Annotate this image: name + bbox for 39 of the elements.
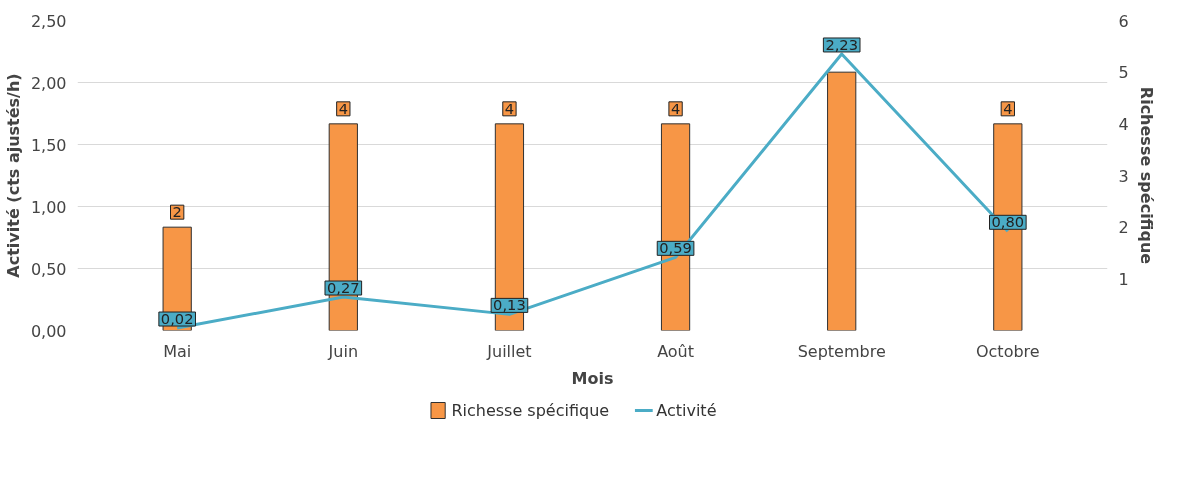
y-axis-title: Activité (cts ajustés/h) [3,73,23,278]
data-label: 0,27 [326,279,360,297]
data-label: 2 [172,203,182,221]
legend-label: Richesse spécifique [451,401,610,420]
bar [494,123,525,331]
bar [827,71,857,331]
y-tick-label: 1,00 [30,197,67,217]
x-tick-label: Juillet [486,341,532,361]
y2-tick-label: 4 [1118,114,1129,134]
data-label: 0,02 [160,310,194,328]
y2-axis-title: Richesse spécifique [1136,86,1156,265]
data-label: 4 [338,99,348,117]
x-tick-label: Juin [327,341,359,361]
bar [993,123,1023,331]
y-tick-label: 1,50 [30,135,67,155]
data-label: 0,59 [659,239,692,257]
data-label: 0,13 [493,296,526,314]
bar [328,123,358,331]
bar [660,123,691,331]
legend-label: Activité [656,401,717,420]
y2-tick-label: 3 [1118,166,1129,186]
data-label: 4 [1003,99,1013,117]
y2-tick-label: 5 [1118,63,1129,83]
y-tick-label: 2,00 [30,73,67,93]
x-axis-title: Mois [571,368,614,388]
data-label: 0,80 [991,213,1025,231]
data-label: 4 [670,99,681,117]
data-label: 4 [504,99,515,117]
x-tick-label: Septembre [797,341,886,361]
y2-tick-label: 6 [1118,11,1129,31]
x-tick-label: Octobre [975,341,1040,361]
y-tick-label: 2,50 [30,11,67,31]
x-tick-label: Mai [163,341,192,361]
data-label: 2,23 [825,35,859,53]
x-tick-label: Août [657,341,695,361]
y-tick-label: 0,00 [30,321,67,341]
y2-tick-label: 1 [1118,269,1129,289]
y-tick-label: 0,50 [30,259,67,279]
y2-tick-label: 2 [1118,218,1129,238]
